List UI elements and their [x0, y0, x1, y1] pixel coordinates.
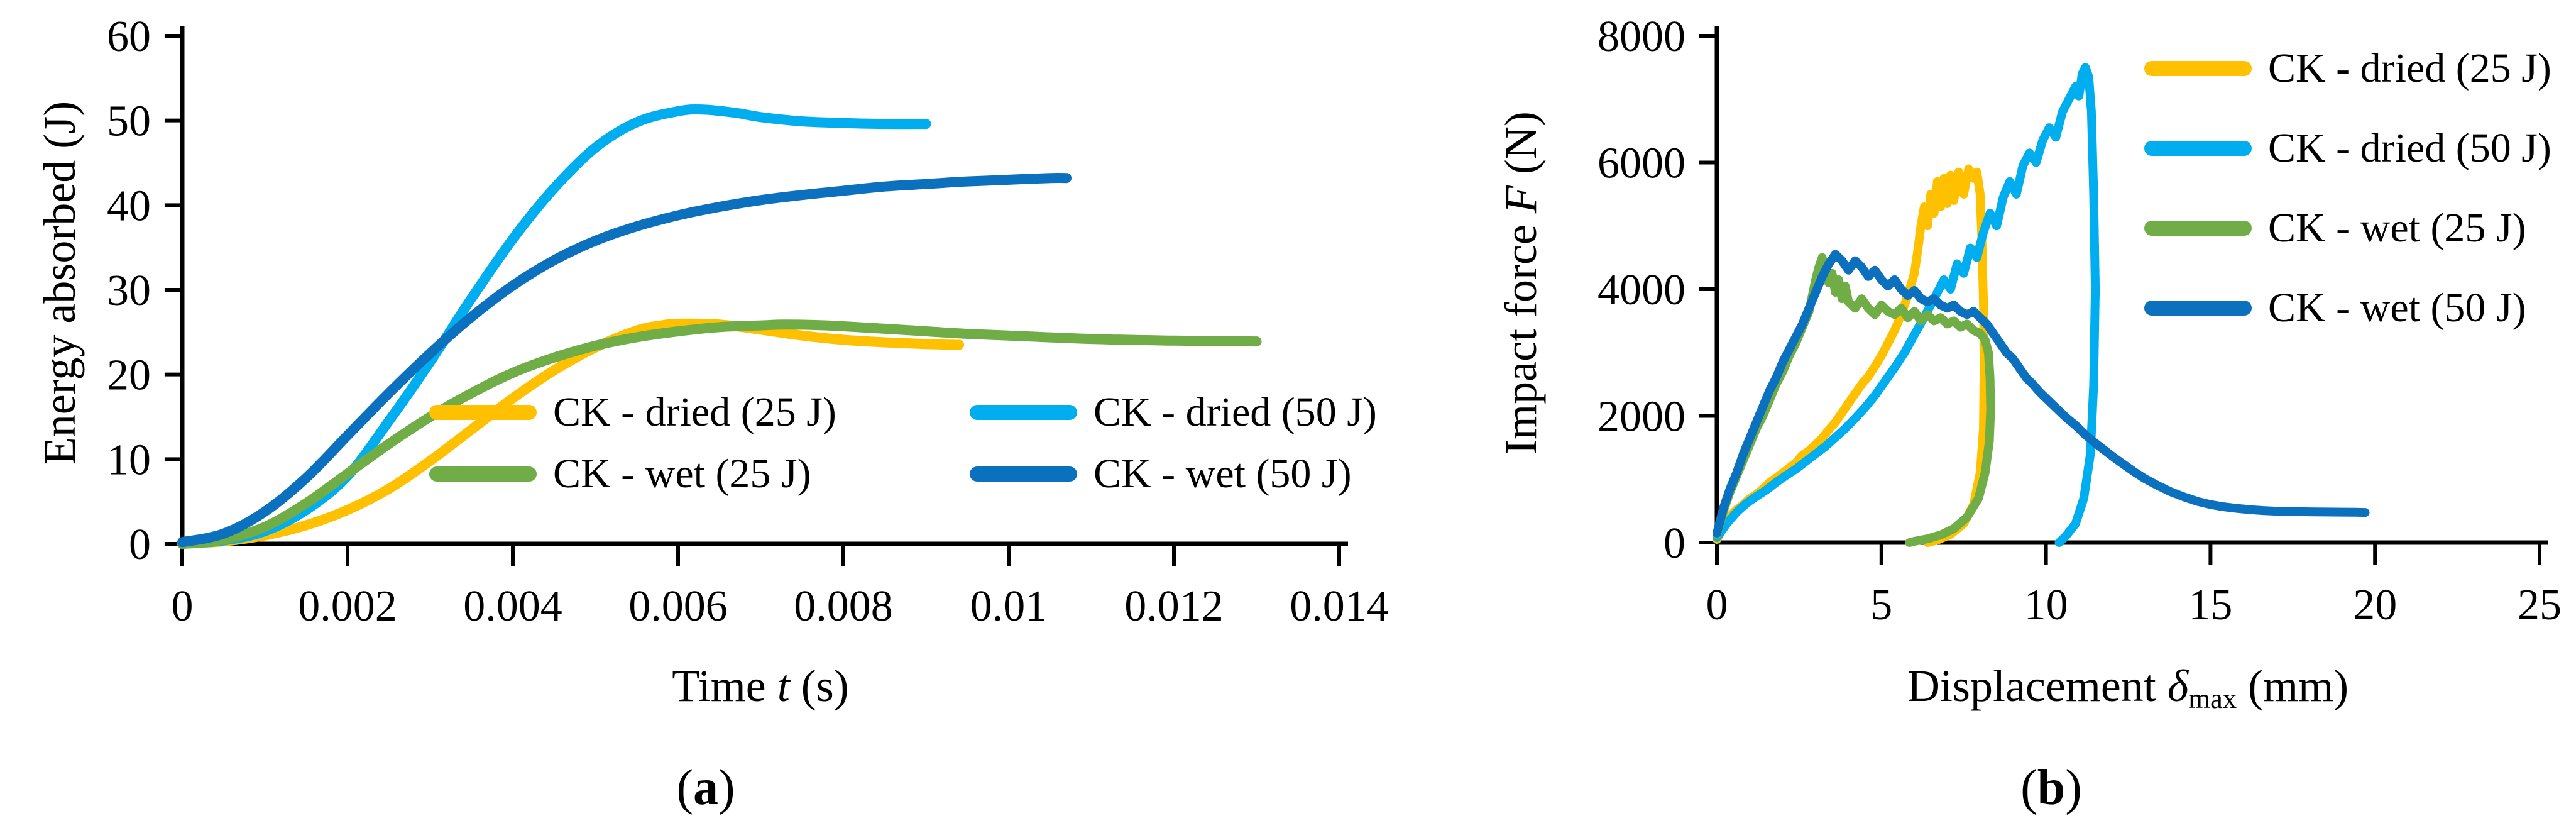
- series-line-ck-dried-50-j-: [1713, 63, 2100, 547]
- legend-label: CK - dried (25 J): [553, 389, 836, 435]
- x-tick-label: 20: [2353, 581, 2397, 629]
- x-tick-label: 15: [2188, 581, 2232, 629]
- axis-title-fragment: t: [777, 661, 790, 711]
- legend-label: CK - dried (25 J): [2268, 45, 2551, 91]
- y-tick-label: 2000: [1598, 393, 1685, 441]
- caption-a-letter: a: [693, 760, 718, 815]
- legend-label: CK - dried (50 J): [2268, 125, 2551, 171]
- legend-swatch-icon: [2144, 141, 2252, 156]
- x-tick-label: 0.002: [298, 582, 397, 631]
- chart-b-x-axis-title: Displacement δmax (mm): [1814, 661, 2442, 714]
- x-tick-label: 25: [2518, 581, 2562, 629]
- series-line-ck-dried-25-j-: [1713, 164, 1989, 547]
- x-tick-label: 0.014: [1290, 582, 1389, 631]
- legend-swatch-icon: [429, 466, 537, 482]
- axis-title-fragment: F: [1496, 185, 1546, 214]
- legend-swatch-icon: [970, 405, 1077, 420]
- y-tick-label: 30: [107, 267, 151, 315]
- chart-b-legend: CK - dried (25 J) CK - dried (50 J) CK - w…: [2144, 46, 2551, 331]
- legend-entry-ck-wet-25-j-: CK - wet (25 J): [2144, 206, 2551, 251]
- legend-label: CK - dried (50 J): [1093, 389, 1377, 435]
- caption-a-open-paren: (: [676, 760, 693, 815]
- axis-title-fragment: max: [2188, 682, 2237, 714]
- series-line-ck-wet-50-j-: [177, 173, 1072, 548]
- legend-swatch-icon: [429, 405, 537, 420]
- series-line-ck-wet-25-j-: [177, 319, 1262, 549]
- y-tick-label: 0: [1663, 519, 1685, 568]
- axis-title-fragment: Energy absorbed (J): [35, 101, 85, 465]
- axis-title-fragment: (N): [1496, 111, 1546, 186]
- legend-swatch-icon: [2144, 301, 2252, 316]
- x-tick-label: 0.01: [970, 582, 1048, 631]
- caption-b-open-paren: (: [2020, 760, 2037, 815]
- legend-label: CK - wet (50 J): [1093, 451, 1352, 497]
- y-tick-label: 4000: [1598, 266, 1685, 314]
- x-tick-label: 5: [1870, 581, 1892, 629]
- y-tick-label: 6000: [1598, 140, 1685, 188]
- axis-title-fragment: Time: [672, 661, 777, 711]
- legend-swatch-icon: [970, 466, 1077, 482]
- legend-entry-ck-wet-50-j-: CK - wet (50 J): [2144, 285, 2551, 331]
- x-tick-label: 0.006: [628, 582, 728, 631]
- y-tick-label: 8000: [1598, 13, 1685, 61]
- caption-b-close-paren: ): [2065, 760, 2082, 815]
- axis-title-fragment: Impact force: [1496, 213, 1546, 455]
- axis-title-fragment: (s): [789, 661, 849, 711]
- axis-title-fragment: Displacement: [1907, 661, 2168, 711]
- caption-a-close-paren: ): [718, 760, 735, 815]
- legend-label: CK - wet (50 J): [2268, 285, 2526, 331]
- legend-swatch-icon: [2144, 61, 2252, 76]
- axis-title-fragment: δ: [2167, 661, 2189, 711]
- x-tick-label: 0: [172, 582, 194, 631]
- y-tick-label: 50: [107, 97, 151, 146]
- x-tick-label: 0: [1706, 581, 1728, 629]
- x-tick-label: 10: [2024, 581, 2068, 629]
- y-tick-label: 0: [129, 521, 151, 569]
- y-tick-label: 20: [107, 351, 151, 400]
- chart-a-x-axis-title: Time t (s): [446, 661, 1075, 711]
- chart-b-y-axis-title: Impact force F (N): [1492, 0, 1550, 566]
- x-tick-label: 0.008: [794, 582, 893, 631]
- x-tick-label: 0.004: [463, 582, 562, 631]
- y-tick-label: 60: [107, 13, 151, 61]
- legend-entry-ck-wet-50-j-: CK - wet (50 J): [970, 451, 1377, 497]
- chart-a-legend: CK - dried (25 J) CK - dried (50 J) CK - w…: [429, 390, 1377, 497]
- legend-label: CK - wet (25 J): [553, 451, 811, 497]
- legend-label: CK - wet (25 J): [2268, 205, 2526, 251]
- chart-a-y-axis-title: Energy absorbed (J): [31, 0, 89, 566]
- series-line-ck-dried-50-j-: [177, 104, 931, 549]
- y-tick-label: 10: [107, 436, 151, 484]
- legend-swatch-icon: [2144, 221, 2252, 236]
- legend-entry-ck-dried-25-j-: CK - dried (25 J): [429, 390, 970, 435]
- caption-b: (b): [1919, 759, 2183, 817]
- caption-b-letter: b: [2037, 760, 2066, 815]
- series-line-ck-wet-50-j-: [1713, 250, 2370, 538]
- caption-a: (a): [574, 759, 838, 817]
- legend-entry-ck-dried-25-j-: CK - dried (25 J): [2144, 46, 2551, 91]
- legend-entry-ck-wet-25-j-: CK - wet (25 J): [429, 451, 970, 497]
- legend-entry-ck-dried-50-j-: CK - dried (50 J): [2144, 126, 2551, 171]
- legend-entry-ck-dried-50-j-: CK - dried (50 J): [970, 390, 1377, 435]
- axis-title-fragment: (mm): [2237, 661, 2349, 711]
- x-tick-label: 0.012: [1124, 582, 1224, 631]
- y-tick-label: 40: [107, 182, 151, 230]
